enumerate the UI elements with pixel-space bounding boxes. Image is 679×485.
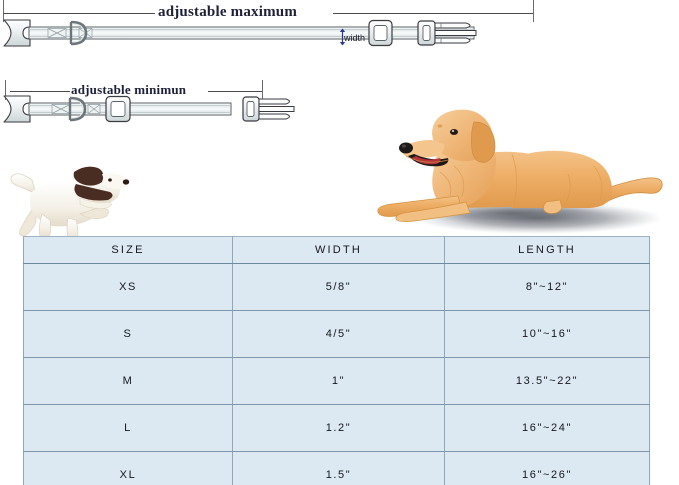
table-row: XS 5/8" 8"~12" xyxy=(23,263,650,311)
collar-diagram-maximum xyxy=(3,19,477,47)
dim-tick-min-left xyxy=(5,80,6,100)
dim-tick-min-right xyxy=(262,80,263,100)
dim-tick-max-right xyxy=(533,0,534,22)
dim-rule-min-left xyxy=(10,91,70,92)
cell-size: XS xyxy=(23,263,233,311)
column-header-width: WIDTH xyxy=(232,236,445,264)
size-chart-table: SIZE WIDTH LENGTH XS 5/8" 8"~12" S 4/5" … xyxy=(23,236,650,485)
table-header-row: SIZE WIDTH LENGTH xyxy=(23,236,650,264)
cell-length: 10"~16" xyxy=(444,310,650,358)
cell-width: 1.5" xyxy=(232,451,445,485)
cell-size: L xyxy=(23,404,233,452)
running-dog-illustration xyxy=(10,166,130,242)
adjustable-maximum-label: adjustable maximum xyxy=(158,4,298,20)
width-label: width xyxy=(344,33,366,43)
dim-tick-max-left xyxy=(3,0,4,22)
cell-length: 16"~24" xyxy=(444,404,650,452)
cell-width: 4/5" xyxy=(232,310,445,358)
cell-width: 1.2" xyxy=(232,404,445,452)
column-header-size: SIZE xyxy=(23,236,233,264)
cell-size: S xyxy=(23,310,233,358)
cell-width: 5/8" xyxy=(232,263,445,311)
dim-rule-max-left xyxy=(3,13,155,14)
adjustable-minimum-label: adjustable minimun xyxy=(71,82,187,97)
cell-size: XL xyxy=(23,451,233,485)
table-row: S 4/5" 10"~16" xyxy=(23,310,650,358)
cell-width: 1" xyxy=(232,357,445,405)
cell-size: M xyxy=(23,357,233,405)
width-dimension-arrow xyxy=(339,28,346,46)
cell-length: 8"~12" xyxy=(444,263,650,311)
cell-length: 16"~26" xyxy=(444,451,650,485)
collar-diagram-minimum xyxy=(3,95,295,123)
golden-retriever-illustration xyxy=(377,109,663,234)
dim-rule-max-right xyxy=(333,13,533,14)
table-row: M 1" 13.5"~22" xyxy=(23,357,650,405)
table-row: L 1.2" 16"~24" xyxy=(23,404,650,452)
dim-rule-min-right xyxy=(208,91,262,92)
cell-length: 13.5"~22" xyxy=(444,357,650,405)
table-row: XL 1.5" 16"~26" xyxy=(23,451,650,485)
column-header-length: LENGTH xyxy=(444,236,650,264)
